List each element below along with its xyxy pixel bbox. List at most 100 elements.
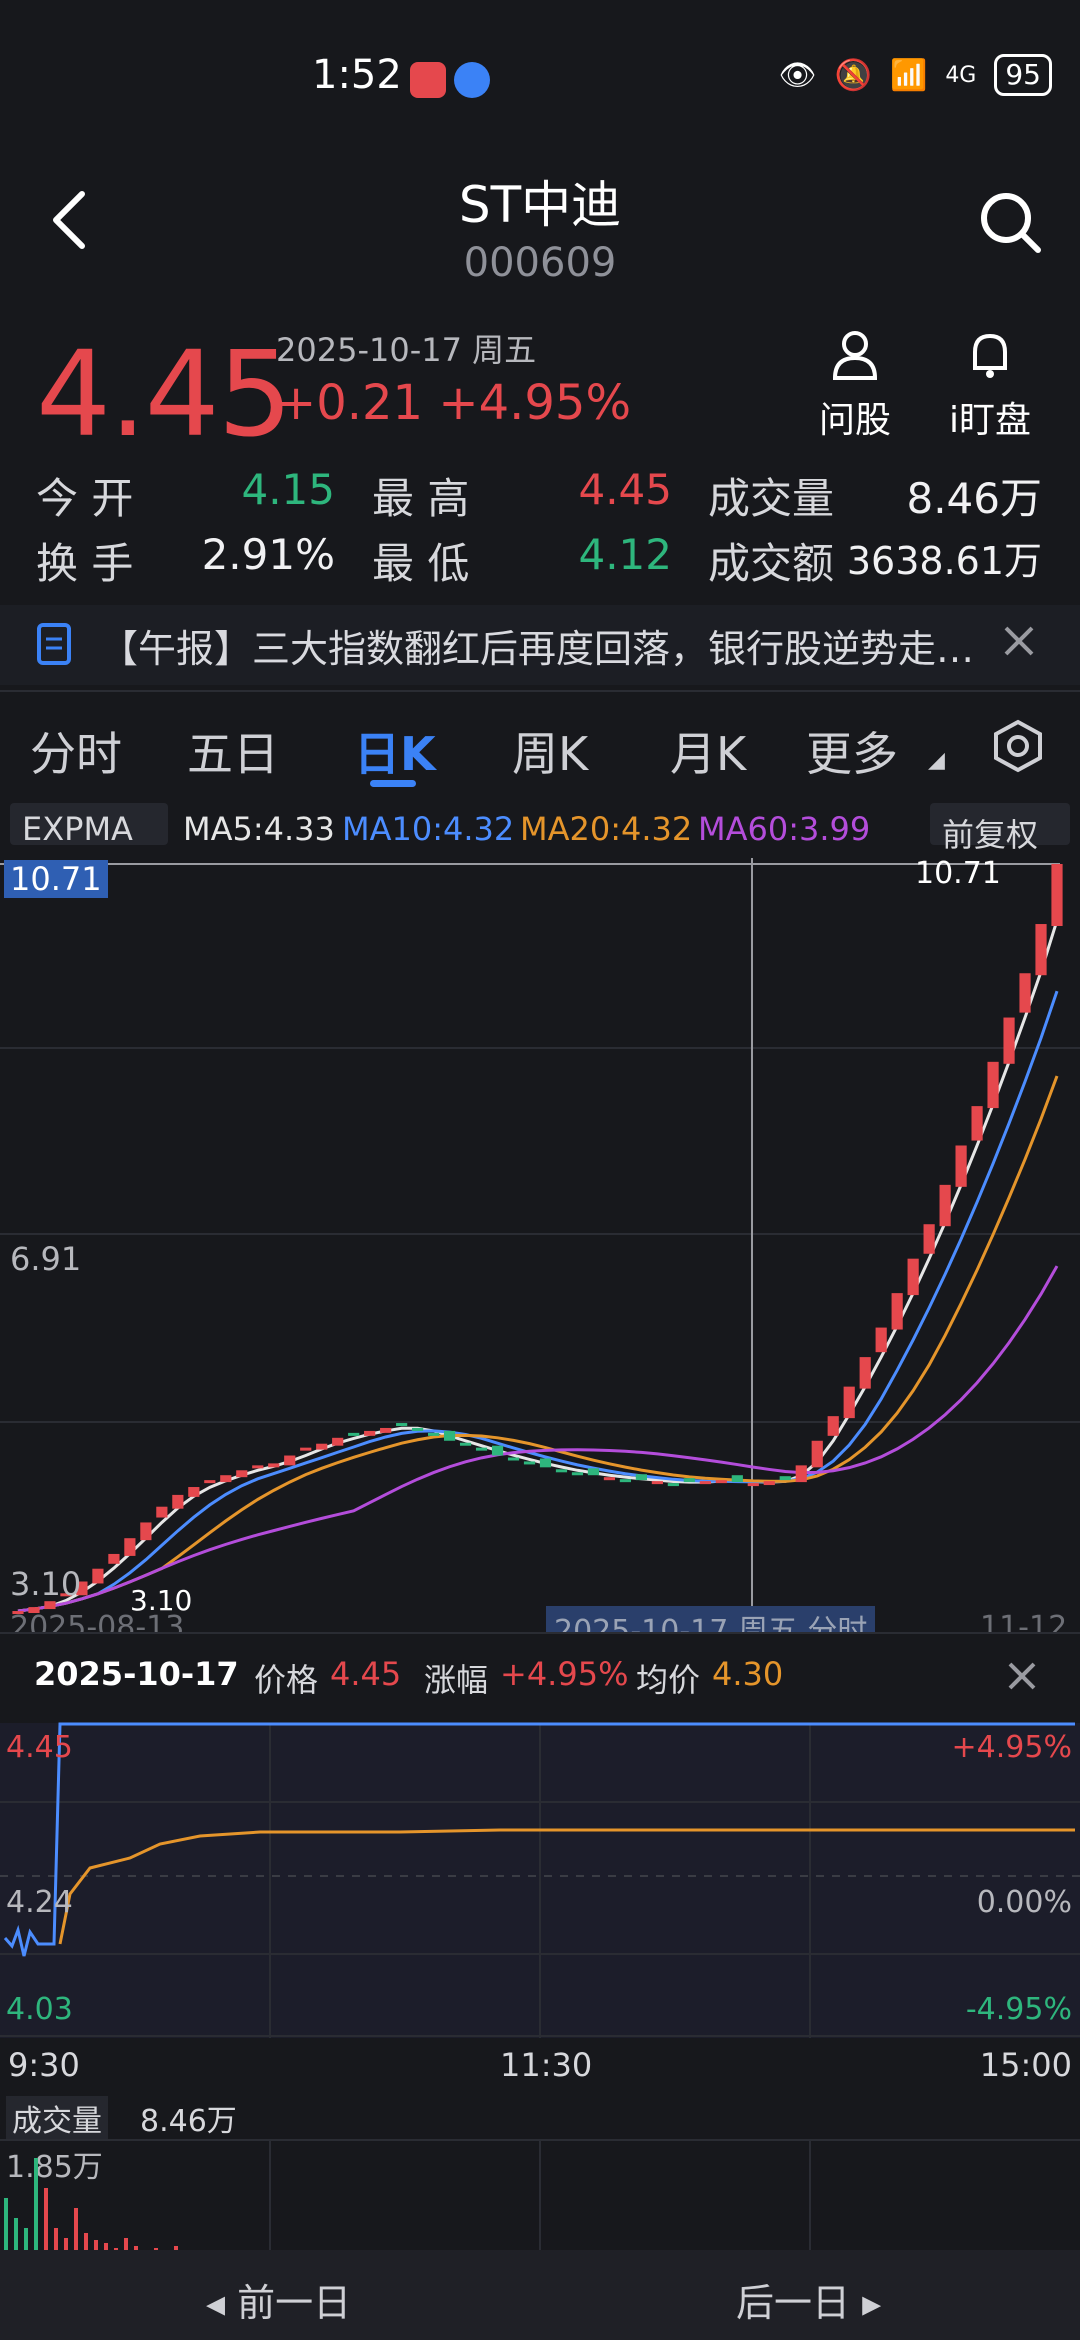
tab-monthly-k[interactable]: 月K (670, 727, 747, 781)
tab-five-day[interactable]: 五日 (187, 727, 279, 781)
volume-bar (84, 2233, 88, 2258)
news-text[interactable]: 【午报】三大指数翻红后再度回落，银行股逆势走… (100, 627, 975, 671)
status-icons: 👁 🔕 📶 4G 95 (778, 54, 1052, 96)
candle (284, 1455, 296, 1466)
candle (619, 1479, 632, 1483)
volume-bar (54, 2228, 58, 2258)
back-arrow-icon[interactable] (50, 190, 90, 250)
candle (204, 1480, 216, 1484)
candle (252, 1465, 264, 1469)
candle (843, 1386, 855, 1419)
eye-icon: 👁 (778, 57, 817, 93)
candle (188, 1487, 200, 1497)
tab-more[interactable]: 更多 (806, 727, 898, 781)
intraday-date: 2025-10-17 (34, 1655, 239, 1693)
divider (0, 690, 1080, 692)
adjust-selector[interactable] (930, 803, 1070, 845)
candle (523, 1461, 536, 1465)
watch-button[interactable]: i盯盘 (940, 328, 1040, 443)
max-price-marker: 10.71 (915, 856, 1001, 891)
tab-active-indicator (370, 780, 416, 787)
candle (795, 1465, 807, 1483)
volume-max: 1.85万 (6, 2150, 103, 2185)
network-label: 4G (945, 62, 977, 88)
candle (747, 1483, 759, 1487)
turnover-value: 2.91% (201, 530, 335, 579)
volume-bar (14, 2218, 18, 2258)
time-end: 15:00 (979, 2046, 1072, 2084)
candle (603, 1477, 616, 1481)
ask-stock-button[interactable]: 问股 (810, 328, 900, 443)
candle (428, 1432, 440, 1436)
candle (891, 1293, 903, 1330)
min-price-marker: 3.10 (130, 1584, 193, 1617)
candle (108, 1553, 120, 1564)
intraday-pct-mid: 0.00% (976, 1885, 1072, 1920)
intraday-chart[interactable] (0, 1718, 1080, 2038)
candle (396, 1423, 408, 1427)
intraday-price: 4.45 (330, 1655, 402, 1693)
next-day-button[interactable]: 后一日 ▸ (736, 2281, 882, 2325)
time-mid: 11:30 (500, 2046, 593, 2084)
ma20-value: MA20:4.32 (520, 810, 693, 848)
high-value: 4.45 (578, 465, 672, 514)
candle (715, 1480, 727, 1484)
stock-code: 000609 (463, 240, 617, 286)
candle (332, 1437, 344, 1446)
candle (380, 1427, 392, 1433)
min-price-label: 3.10 (10, 1565, 82, 1603)
volume-bar (124, 2238, 128, 2258)
news-banner[interactable] (0, 605, 1080, 685)
candle (76, 1581, 88, 1596)
close-icon[interactable] (1002, 624, 1036, 658)
mid-price-label: 6.91 (10, 1240, 82, 1278)
tab-weekly-k[interactable]: 周K (512, 727, 589, 781)
candle (539, 1458, 552, 1468)
indicator-type[interactable]: EXPMA (22, 810, 133, 848)
kline-chart[interactable] (0, 858, 1080, 1633)
candle (60, 1593, 72, 1597)
search-icon[interactable] (978, 190, 1042, 254)
candle (12, 1611, 24, 1615)
volume-bar (64, 2238, 68, 2258)
footer-bar (0, 2250, 1080, 2340)
close-intraday-icon[interactable] (1006, 1660, 1038, 1692)
prev-day-button[interactable]: ◂ 前一日 (206, 2281, 352, 2325)
volume-bar (24, 2228, 28, 2258)
settings-icon[interactable] (990, 718, 1046, 774)
candle (859, 1357, 871, 1389)
candle (699, 1481, 711, 1485)
volume-label: 成交量 (708, 474, 835, 523)
document-icon (37, 623, 71, 665)
time-start: 9:30 (8, 2046, 80, 2084)
candle (412, 1427, 424, 1431)
dropdown-arrow-icon: ◢ (928, 748, 945, 773)
candle (140, 1522, 152, 1541)
open-label: 今 开 (36, 474, 134, 523)
candle (459, 1442, 472, 1446)
intraday-pct: +4.95% (500, 1655, 629, 1693)
candle (763, 1481, 775, 1486)
candle (731, 1475, 743, 1483)
candle (667, 1483, 679, 1487)
current-price: 4.45 (36, 325, 293, 463)
indicator-selector[interactable] (10, 803, 168, 845)
wifi-icon: 📶 (889, 57, 928, 93)
adjust-label[interactable]: 前复权 (942, 816, 1039, 854)
tab-daily-k[interactable]: 日K (354, 727, 436, 781)
tab-intraday[interactable]: 分时 (30, 727, 122, 781)
candle (491, 1445, 504, 1456)
candle (236, 1470, 248, 1478)
quote-date: 2025-10-17 周五 (276, 331, 537, 369)
intraday-price-label: 价格 (254, 1661, 319, 1699)
person-icon (832, 331, 878, 380)
ma5-value: MA5:4.33 (183, 810, 335, 848)
browser-notification-icon (454, 62, 490, 102)
intraday-y-mid: 4.24 (6, 1885, 73, 1920)
ma10-value: MA10:4.32 (342, 810, 515, 848)
candle (316, 1443, 328, 1450)
open-value: 4.15 (241, 465, 335, 514)
candle (443, 1430, 456, 1441)
status-time: 1:52 (312, 52, 402, 98)
intraday-avg: 4.30 (712, 1655, 784, 1693)
